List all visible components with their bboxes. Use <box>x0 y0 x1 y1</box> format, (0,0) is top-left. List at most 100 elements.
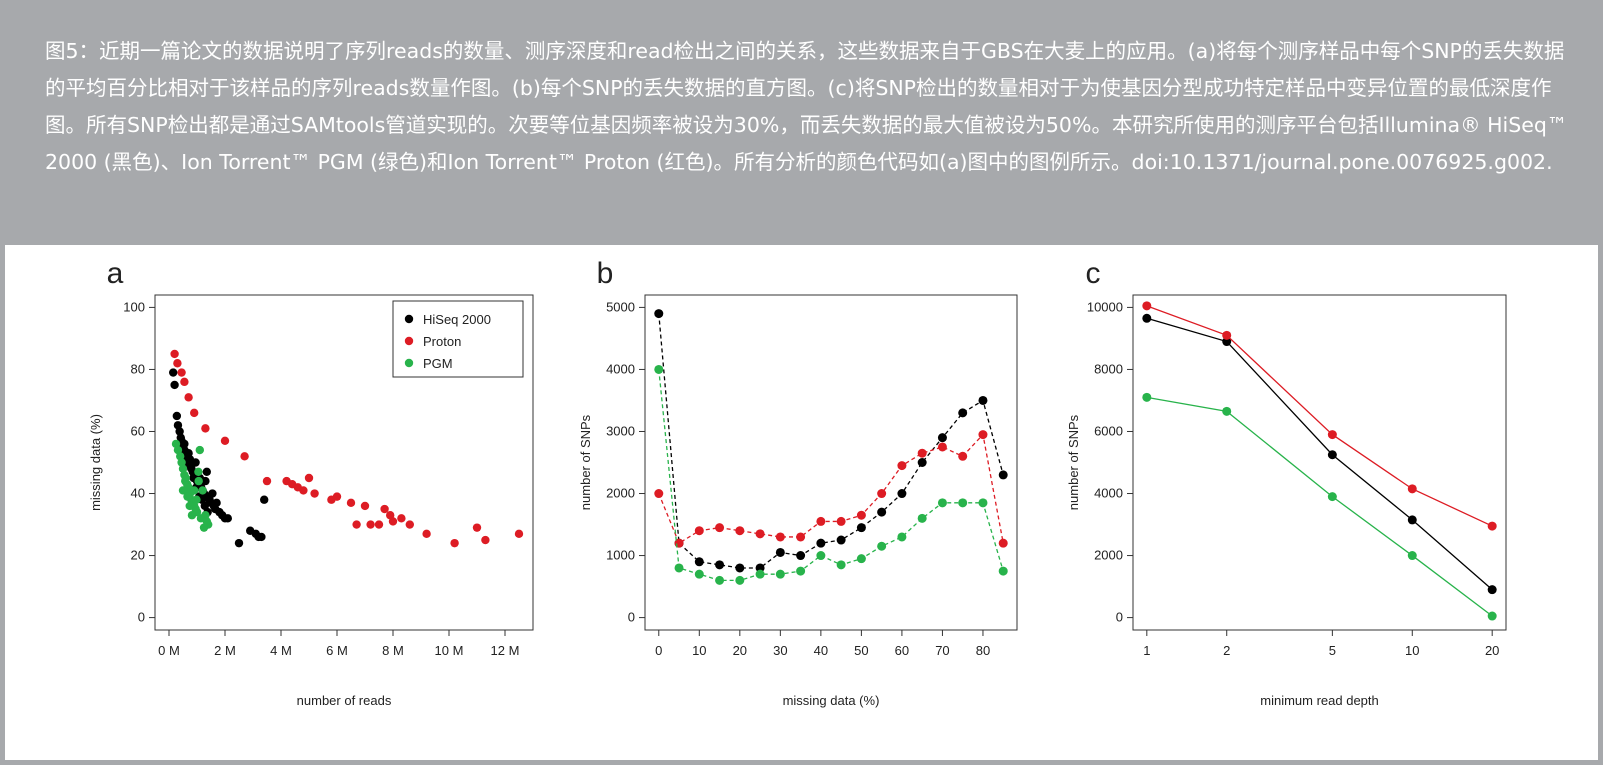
chart-a-point-proton <box>201 424 210 433</box>
chart-a-point-proton <box>360 501 370 511</box>
chart-c-point-hiseq-2000 <box>1222 337 1232 347</box>
chart-c-x-tick-label: 1 <box>1143 643 1150 658</box>
chart-a-point-proton <box>481 535 490 545</box>
chart-a-point-proton <box>190 408 199 418</box>
chart-b-point-proton <box>836 516 846 526</box>
chart-b-point-hiseq-2000 <box>978 395 988 405</box>
chart-c-y-axis-label: number of SNPs <box>1066 414 1081 510</box>
chart-a-point-hiseq-2000 <box>208 489 217 498</box>
chart-a-point-proton <box>304 473 314 483</box>
chart-b-point-pgm <box>715 575 725 585</box>
chart-b-panel-label: b <box>597 257 614 290</box>
chart-b-point-hiseq-2000 <box>735 563 745 573</box>
chart-b-point-hiseq-2000 <box>775 547 785 557</box>
chart-c-point-pgm <box>1407 551 1417 561</box>
chart-a-point-proton <box>450 538 459 548</box>
chart-a-point-pgm <box>196 514 206 523</box>
chart-a-y-axis-label: missing data (%) <box>88 414 103 511</box>
chart-c-point-proton <box>1142 301 1152 311</box>
chart-c-point-pgm <box>1487 611 1497 621</box>
chart-a-point-pgm <box>185 501 194 511</box>
chart-a-point-hiseq-2000 <box>169 368 178 377</box>
chart-b-point-pgm <box>958 498 968 508</box>
chart-b-point-proton <box>775 532 785 542</box>
chart-a-point-proton <box>366 520 375 529</box>
chart-b-point-pgm <box>877 541 887 551</box>
chart-a-point-pgm <box>190 486 199 495</box>
chart-c-point-hiseq-2000 <box>1487 585 1497 595</box>
chart-b-point-proton <box>978 430 988 440</box>
chart-c-x-tick-label: 5 <box>1329 643 1336 658</box>
chart-a-point-proton <box>514 529 524 539</box>
chart-a-x-tick-label: 2 M <box>214 643 236 658</box>
chart-a-x-tick-label: 12 M <box>491 643 520 658</box>
chart-b-y-tick-label: 0 <box>628 610 635 625</box>
chart-b-point-proton <box>998 538 1008 548</box>
chart-a-point-hiseq-2000 <box>183 448 192 458</box>
chart-a-point-proton <box>346 498 356 508</box>
chart-c-point-proton <box>1327 430 1337 440</box>
chart-a-y-tick-label: 100 <box>123 299 145 314</box>
chart-a-x-tick-label: 6 M <box>326 643 348 658</box>
chart-b-y-tick-label: 5000 <box>606 299 635 314</box>
chart-a-point-hiseq-2000 <box>212 498 221 508</box>
chart-a-legend-label: PGM <box>423 356 453 371</box>
chart-b-point-pgm <box>998 566 1008 576</box>
chart-b-x-tick-label: 40 <box>814 643 828 658</box>
chart-b-point-proton <box>917 448 927 458</box>
chart-a-legend-swatch <box>404 314 414 324</box>
chart-a-point-proton <box>352 520 361 529</box>
chart-a-point-proton <box>374 520 384 529</box>
caption-box: 图5：近期一篇论文的数据说明了序列reads的数量、测序深度和read检出之间的… <box>5 5 1598 245</box>
chart-b-x-axis-label: missing data (%) <box>783 693 880 708</box>
chart-b-point-proton <box>755 529 765 539</box>
chart-c-x-tick-label: 10 <box>1405 643 1419 658</box>
chart-c-plot-frame <box>1132 294 1507 631</box>
chart-a-point-proton <box>240 452 249 461</box>
chart-c-point-proton <box>1222 330 1232 340</box>
chart-a-point-hiseq-2000 <box>186 461 196 470</box>
chart-a-point-proton <box>184 393 193 402</box>
chart-a-x-tick-label: 8 M <box>382 643 404 658</box>
chart-b-line-proton <box>658 433 1004 545</box>
chart-a-point-pgm <box>194 467 203 477</box>
chart-c-point-pgm <box>1222 406 1232 416</box>
chart-a-point-proton <box>380 504 389 514</box>
chart-a-point-pgm <box>183 492 192 501</box>
chart-a-point-hiseq-2000 <box>223 514 232 523</box>
chart-a-point-proton <box>262 476 272 486</box>
chart-b-point-pgm <box>654 364 664 374</box>
chart-b-x-tick-label: 20 <box>733 643 747 658</box>
chart-a-point-proton <box>388 517 398 526</box>
chart-a-legend-label: Proton <box>423 334 461 349</box>
chart-b-plot-frame <box>644 294 1018 631</box>
chart-b-point-proton <box>694 526 704 536</box>
chart-b-point-proton <box>816 516 826 526</box>
chart-a-point-hiseq-2000 <box>172 411 182 421</box>
chart-a-point-pgm <box>199 523 209 532</box>
chart-b-point-proton <box>897 461 907 471</box>
chart-a-point-pgm <box>181 476 190 486</box>
chart-a-point-hiseq-2000 <box>180 439 189 449</box>
chart-a-point-proton <box>472 523 482 532</box>
chart-a-point-proton <box>332 492 342 501</box>
chart-b-y-axis-label: number of SNPs <box>578 414 593 510</box>
chart-c-line-proton <box>1146 305 1493 527</box>
chart-a-point-hiseq-2000 <box>175 427 184 436</box>
chart-c-y-tick-label: 2000 <box>1094 548 1123 563</box>
chart-b-point-proton <box>796 532 806 542</box>
chart-c-y-tick-label: 6000 <box>1094 423 1123 438</box>
chart-c-point-pgm <box>1327 492 1337 502</box>
chart-a-legend-swatch <box>404 358 414 368</box>
chart-c-y-tick-label: 8000 <box>1094 361 1123 376</box>
chart-a-legend-swatch <box>404 336 414 346</box>
caption-text: 图5：近期一篇论文的数据说明了序列reads的数量、测序深度和read检出之间的… <box>45 39 1568 174</box>
chart-b-x-tick-label: 50 <box>854 643 868 658</box>
chart-b-point-hiseq-2000 <box>694 557 704 567</box>
chart-b-point-hiseq-2000 <box>897 489 907 499</box>
chart-b-point-pgm <box>674 563 684 573</box>
chart-a-point-hiseq-2000 <box>201 476 210 486</box>
chart-b-point-proton <box>937 442 947 452</box>
chart-a-point-proton <box>220 436 230 445</box>
